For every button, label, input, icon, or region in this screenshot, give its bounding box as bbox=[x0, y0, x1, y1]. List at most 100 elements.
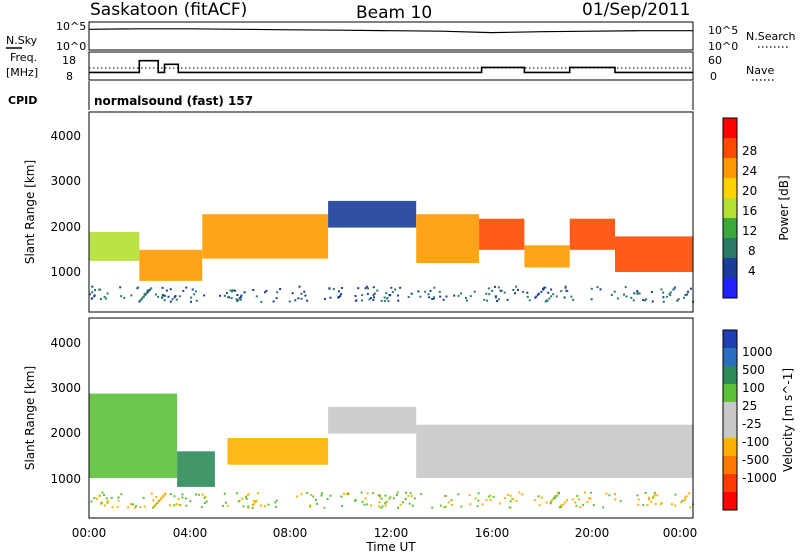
power-speckle-dot bbox=[236, 300, 239, 303]
velocity-speckle-dot bbox=[413, 497, 416, 500]
velocity-speckle-dot bbox=[589, 497, 592, 500]
power-speckle-dot bbox=[369, 297, 372, 299]
power-speckle-dot bbox=[550, 295, 553, 298]
velocity-speckle-dot bbox=[189, 500, 192, 503]
velocity-speckle-dot bbox=[100, 501, 103, 504]
velocity-speckle-dot bbox=[98, 494, 101, 497]
power-echo-region-2 bbox=[202, 214, 329, 259]
power-speckle-dot bbox=[491, 289, 494, 292]
power-speckle-dot bbox=[383, 299, 386, 302]
power-speckle-dot bbox=[232, 289, 234, 292]
velocity-speckle-dot bbox=[251, 506, 254, 509]
velocity-ytick-4000: 4000 bbox=[50, 336, 81, 350]
power-speckle-dot bbox=[161, 296, 164, 299]
velocity-speckle-dot bbox=[341, 505, 344, 507]
vel-cb-tick-neg100: -100 bbox=[742, 435, 769, 449]
velocity-speckle-dot bbox=[300, 493, 303, 496]
power-speckle-dot bbox=[178, 295, 181, 298]
velocity-speckle-dot bbox=[674, 504, 677, 507]
power-speckle-dot bbox=[143, 292, 146, 295]
velocity-speckle-dot bbox=[499, 502, 501, 505]
velocity-speckle-dot bbox=[613, 493, 616, 496]
velocity-speckle-dot bbox=[689, 506, 692, 509]
power-speckle-dot bbox=[535, 295, 538, 298]
power-speckle bbox=[89, 285, 695, 303]
vel-cb-tick-1000: 1000 bbox=[742, 345, 773, 359]
power-speckle-dot bbox=[550, 288, 553, 291]
power-speckle-dot bbox=[165, 289, 168, 292]
velocity-speckle-dot bbox=[380, 506, 383, 509]
xtick-1600: 16:00 bbox=[475, 526, 510, 540]
velocity-echo-region-3 bbox=[328, 406, 417, 434]
power-cb-tick-4: 4 bbox=[748, 264, 756, 278]
power-echo-region-1 bbox=[139, 249, 203, 281]
velocity-speckle-dot bbox=[405, 491, 407, 494]
velocity-speckle-dot bbox=[651, 496, 654, 499]
velocity-speckle-dot bbox=[320, 494, 323, 497]
power-speckle-dot bbox=[203, 294, 206, 297]
power-speckle-dot bbox=[469, 295, 472, 298]
velocity-speckle-dot bbox=[178, 504, 181, 506]
power-colorbar-frame bbox=[722, 117, 738, 299]
power-speckle-dot bbox=[339, 294, 342, 297]
power-speckle-dot bbox=[399, 286, 402, 289]
velocity-speckle-dot bbox=[204, 495, 207, 498]
power-speckle-dot bbox=[660, 288, 663, 291]
power-speckle-dot bbox=[564, 285, 567, 288]
velocity-speckle-dot bbox=[306, 492, 309, 494]
power-speckle-dot bbox=[169, 300, 172, 303]
velocity-colorbar-frame bbox=[722, 329, 738, 511]
velocity-speckle-dot bbox=[203, 502, 206, 504]
power-speckle-dot bbox=[161, 294, 164, 296]
velocity-echo-regions bbox=[89, 393, 693, 487]
velocity-speckle-dot bbox=[226, 504, 229, 507]
velocity-speckle-dot bbox=[401, 501, 404, 504]
power-speckle-dot bbox=[460, 292, 462, 295]
velocity-speckle-dot bbox=[659, 503, 662, 506]
power-speckle-dot bbox=[340, 293, 343, 296]
power-speckle-dot bbox=[545, 299, 548, 302]
power-speckle-dot bbox=[497, 286, 500, 289]
vel-cb-tick-neg25: -25 bbox=[742, 417, 762, 431]
power-speckle-dot bbox=[239, 298, 242, 301]
velocity-speckle-dot bbox=[150, 492, 153, 495]
velocity-speckle-dot bbox=[648, 496, 651, 499]
power-speckle-dot bbox=[120, 295, 123, 298]
velocity-speckle-dot bbox=[155, 496, 158, 498]
power-speckle-dot bbox=[642, 299, 645, 302]
power-speckle-dot bbox=[638, 292, 641, 295]
power-speckle-dot bbox=[543, 286, 546, 289]
power-speckle-dot bbox=[590, 298, 593, 301]
velocity-speckle-dot bbox=[408, 502, 411, 505]
velocity-speckle-dot bbox=[660, 502, 663, 505]
power-speckle-dot bbox=[389, 294, 392, 296]
power-speckle-dot bbox=[428, 296, 431, 299]
velocity-speckle-dot bbox=[460, 505, 463, 508]
power-speckle-dot bbox=[625, 295, 628, 298]
power-speckle-dot bbox=[236, 294, 239, 296]
velocity-speckle-dot bbox=[556, 494, 559, 497]
velocity-speckle-dot bbox=[550, 500, 552, 503]
velocity-speckle-dot bbox=[309, 505, 312, 508]
velocity-ytick-3000: 3000 bbox=[50, 381, 81, 395]
velocity-speckle-dot bbox=[173, 495, 176, 498]
power-speckle-dot bbox=[427, 293, 430, 296]
power-speckle-dot bbox=[453, 294, 456, 297]
power-colorbar-cell bbox=[723, 218, 737, 239]
power-echo-region-3 bbox=[328, 200, 417, 228]
velocity-speckle-dot bbox=[684, 496, 687, 499]
power-speckle-dot bbox=[624, 286, 627, 289]
power-speckle-dot bbox=[457, 294, 460, 297]
velocity-speckle-dot bbox=[195, 493, 197, 496]
power-speckle-dot bbox=[329, 296, 332, 299]
velocity-speckle-dot bbox=[135, 505, 137, 508]
power-speckle-dot bbox=[279, 288, 282, 290]
power-speckle-dot bbox=[473, 290, 476, 293]
power-speckle-dot bbox=[386, 297, 389, 300]
velocity-speckle-dot bbox=[93, 497, 96, 500]
power-speckle-dot bbox=[276, 291, 279, 294]
velocity-speckle-dot bbox=[253, 500, 256, 502]
power-speckle-dot bbox=[190, 296, 193, 299]
velocity-speckle-dot bbox=[576, 494, 579, 497]
velocity-speckle-dot bbox=[100, 502, 102, 505]
